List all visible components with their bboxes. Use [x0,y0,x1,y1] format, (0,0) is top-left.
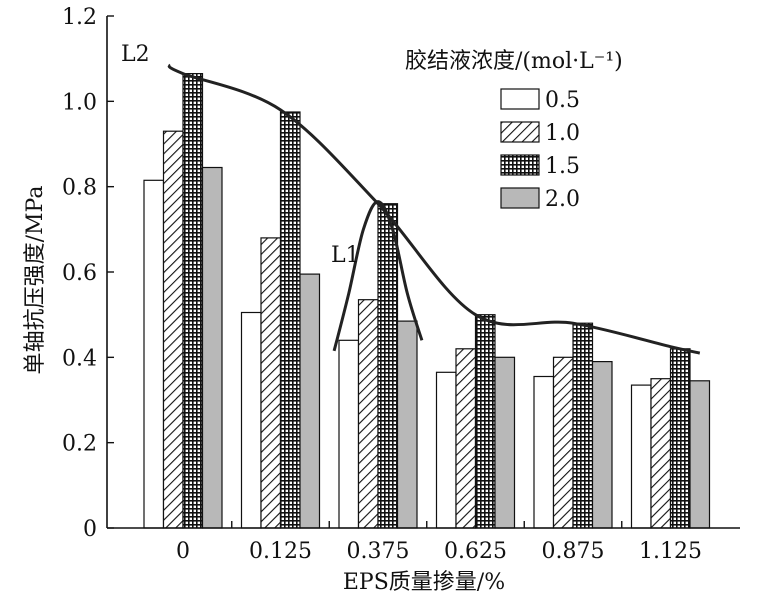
bar-1.5-0.125 [279,111,301,529]
curve-L1 [332,200,424,352]
legend-title: 胶结液浓度/(mol·L⁻¹) [405,49,623,74]
y-tick-label: 0.2 [62,432,97,457]
legend-label-1.0: 1.0 [545,121,580,146]
y-tick-label: 0.4 [62,346,97,371]
legend-swatch-1.0 [500,121,540,143]
legend-label-0.5: 0.5 [545,88,580,113]
curve-L2 [167,63,701,355]
bar-2.0-0.125 [299,273,321,529]
bar-1.5-1.125 [669,348,691,529]
bar-2.0-0.875 [591,361,613,529]
bar-1.5-0.875 [572,322,594,529]
bars-layer [143,72,711,529]
curve-label-L2: L2 [121,42,150,67]
bar-2.0-0.625 [494,356,516,529]
y-tick-label: 0 [83,517,97,542]
bar-0.5-0.625 [435,371,457,529]
bar-2.0-0 [201,166,223,529]
x-tick-label: 0.125 [249,539,312,564]
bar-1.5-0.375 [377,203,399,529]
bar-0.5-0.375 [338,339,360,529]
bar-2.0-1.125 [689,380,711,529]
curves-layer: L2 L1 [121,42,701,355]
curve-label-L1: L1 [331,243,360,268]
bar-0.5-1.125 [630,384,652,529]
bar-1.0-0.125 [260,237,282,529]
bar-0.5-0.875 [533,375,555,529]
bar-0.5-0 [143,179,165,529]
bar-1.0-0 [162,130,184,529]
y-tick-label: 0.8 [62,176,97,201]
x-axis-title: EPS质量掺量/% [343,570,505,595]
y-tick-label: 1.2 [62,5,97,30]
x-tick-label: 0 [176,539,190,564]
x-tick-label: 1.125 [639,539,702,564]
x-tick-label: 0.375 [347,539,410,564]
bar-1.0-0.375 [357,299,379,529]
legend-label-1.5: 1.5 [545,154,580,179]
legend-swatch-1.5 [500,154,540,176]
legend-label-2.0: 2.0 [545,187,580,212]
bar-1.0-0.875 [552,356,574,529]
legend-swatch-0.5 [500,88,540,110]
x-tick-label: 0.875 [542,539,605,564]
y-axis-title: 单轴抗压强度/MPa [23,186,48,375]
bar-1.0-1.125 [650,378,672,529]
legend-swatch-2.0 [500,187,540,209]
bar-2.0-0.375 [396,320,418,529]
y-tick-label: 1.0 [62,90,97,115]
legend: 胶结液浓度/(mol·L⁻¹) 0.5 1.0 1.5 2.0 [405,49,623,212]
x-ticks: 0 0.125 0.375 0.625 0.875 1.125 [176,521,702,564]
bar-1.5-0 [182,72,204,529]
y-ticks: 0 0.2 0.4 0.6 0.8 1.0 1.2 [62,5,114,542]
bar-0.5-0.125 [240,311,262,529]
y-tick-label: 0.6 [62,261,97,286]
x-tick-label: 0.625 [444,539,507,564]
bar-1.0-0.625 [455,348,477,529]
bar-1.5-0.625 [474,314,496,529]
